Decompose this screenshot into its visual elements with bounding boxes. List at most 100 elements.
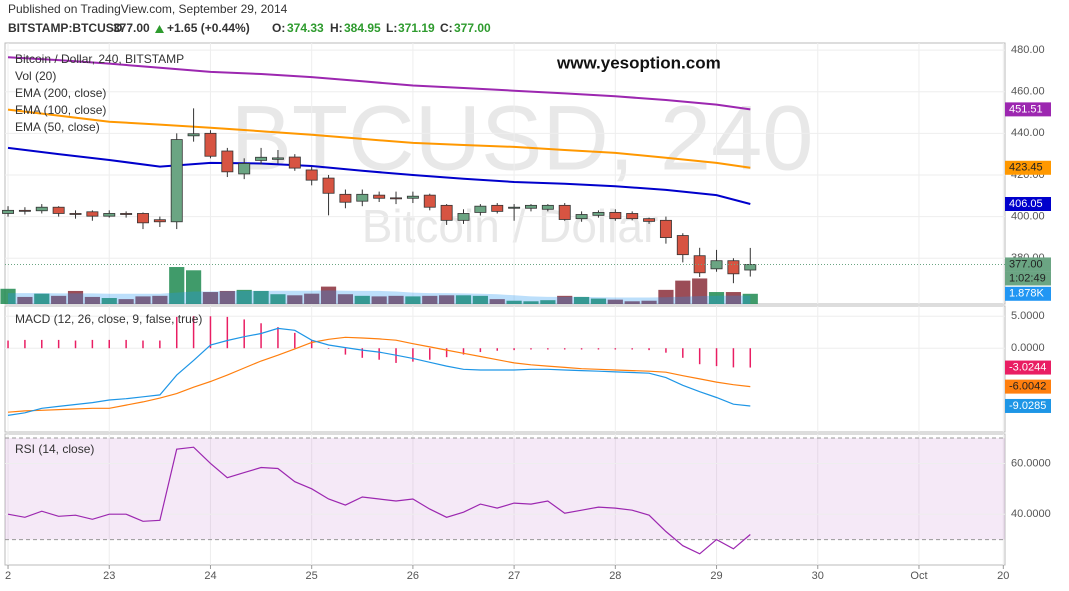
- x-tick-label: 29: [710, 570, 722, 582]
- watermark-symbol: BTCUSD, 240: [231, 87, 814, 189]
- x-tick-label: 23: [103, 570, 115, 582]
- volume-bar: [17, 296, 33, 304]
- volume-bar: [287, 295, 303, 304]
- candle-body: [238, 163, 251, 175]
- candle-body: [305, 169, 318, 181]
- volume-bar: [152, 295, 168, 304]
- price: 377.00: [113, 21, 150, 35]
- volume-bar: [607, 299, 623, 304]
- legend-entry: EMA (200, close): [15, 86, 106, 100]
- legend-entry: EMA (50, close): [15, 120, 100, 134]
- candle-body: [474, 205, 487, 213]
- candle-body: [204, 132, 217, 157]
- candle-body: [373, 194, 386, 199]
- volume-bar: [708, 292, 725, 304]
- candle-body: [339, 193, 352, 203]
- volume-bar: [489, 299, 505, 304]
- indicator-line: [7, 56, 751, 111]
- up-arrow: [155, 25, 164, 33]
- plot-layer: [0, 43, 1005, 565]
- volume-bar: [742, 293, 758, 304]
- volume-bar: [270, 294, 286, 304]
- volume-bar: [523, 301, 539, 304]
- axis-value-tag: [1005, 398, 1051, 413]
- volume-bar: [506, 300, 522, 304]
- axis-value-label: -3.0244: [1009, 361, 1046, 373]
- symbol: BITSTAMP:BTCUSD: [8, 21, 123, 35]
- volume-bar: [51, 295, 67, 304]
- x-tick-label: 30: [812, 570, 824, 582]
- candle-body: [440, 204, 453, 221]
- axis-value-label: 1:02:49: [1009, 272, 1046, 284]
- volume-bar: [320, 286, 337, 304]
- candle-body: [727, 260, 740, 275]
- volume-bar: [624, 301, 640, 304]
- volume-bar: [455, 295, 472, 304]
- candle-body: [406, 195, 419, 199]
- candle-body: [288, 156, 301, 169]
- candle-body: [626, 213, 639, 220]
- volume-bar: [590, 298, 607, 304]
- candle-body: [457, 213, 470, 221]
- low-label: L:: [386, 21, 397, 35]
- indicator-line: [7, 327, 751, 416]
- volume-ma-area: [8, 290, 751, 304]
- volume-bar: [253, 290, 269, 304]
- candle-body: [575, 214, 588, 220]
- axis-labels: 22324252627282930Oct20380.00400.00420.00…: [5, 44, 1051, 582]
- volume-bar: [34, 293, 50, 304]
- volume-bar: [692, 278, 708, 304]
- axis-value-label: -9.0285: [1009, 400, 1046, 412]
- y-tick-label: 60.0000: [1011, 457, 1051, 469]
- y-tick-label: 480.00: [1011, 44, 1045, 56]
- volume-bar: [641, 300, 657, 304]
- axis-value-label: -6.0042: [1009, 381, 1046, 393]
- volume-bar: [675, 280, 691, 304]
- volume-bar: [84, 296, 100, 304]
- candle-body: [2, 209, 15, 214]
- candle-body: [255, 156, 268, 161]
- candle-body: [52, 206, 65, 214]
- axis-value-label: 377.00: [1009, 258, 1043, 270]
- volume-bar: [371, 296, 387, 304]
- candle-body: [322, 177, 335, 194]
- candle-body: [541, 204, 554, 210]
- high-value: 384.95: [344, 21, 381, 35]
- open-label: O:: [272, 21, 285, 35]
- candle-body: [86, 211, 99, 217]
- axis-value-label: 423.45: [1009, 162, 1043, 174]
- legend-entry: Vol (20): [15, 69, 56, 83]
- x-tick-label: 20: [997, 570, 1009, 582]
- y-tick-label: 40.0000: [1011, 508, 1051, 520]
- volume-bar: [337, 294, 354, 304]
- open-value: 374.33: [287, 21, 324, 35]
- volume-bar: [725, 292, 742, 304]
- volume-bar: [67, 290, 84, 304]
- y-tick-label: 400.00: [1011, 210, 1045, 222]
- axis-value-tag: [1005, 286, 1051, 301]
- axis-value-tag: [1005, 160, 1051, 175]
- candle-body: [271, 157, 284, 160]
- candle-body: [491, 204, 504, 212]
- high-label: H:: [330, 21, 343, 35]
- axis-value-tag: [1005, 360, 1051, 375]
- candle-body: [508, 206, 521, 209]
- band-fill: [5, 438, 1005, 540]
- candle-body: [153, 219, 166, 223]
- candle-body: [643, 218, 656, 222]
- volume-bar: [422, 295, 438, 304]
- indicator-line: [7, 336, 751, 413]
- candle-body: [693, 255, 706, 274]
- x-tick-label: 2: [5, 570, 11, 582]
- close-value: 377.00: [454, 21, 491, 35]
- rsi-pane: [4, 433, 1006, 566]
- candle-body: [221, 150, 234, 173]
- volume-bar: [202, 292, 219, 304]
- pane-title: Bitcoin / Dollar, 240, BITSTAMP: [15, 52, 184, 66]
- macd-pane: [4, 305, 1006, 433]
- y-tick-label: 0.0000: [1011, 342, 1045, 354]
- volume-bar: [540, 300, 556, 304]
- candle-body: [356, 193, 369, 202]
- x-tick-label: 28: [609, 570, 621, 582]
